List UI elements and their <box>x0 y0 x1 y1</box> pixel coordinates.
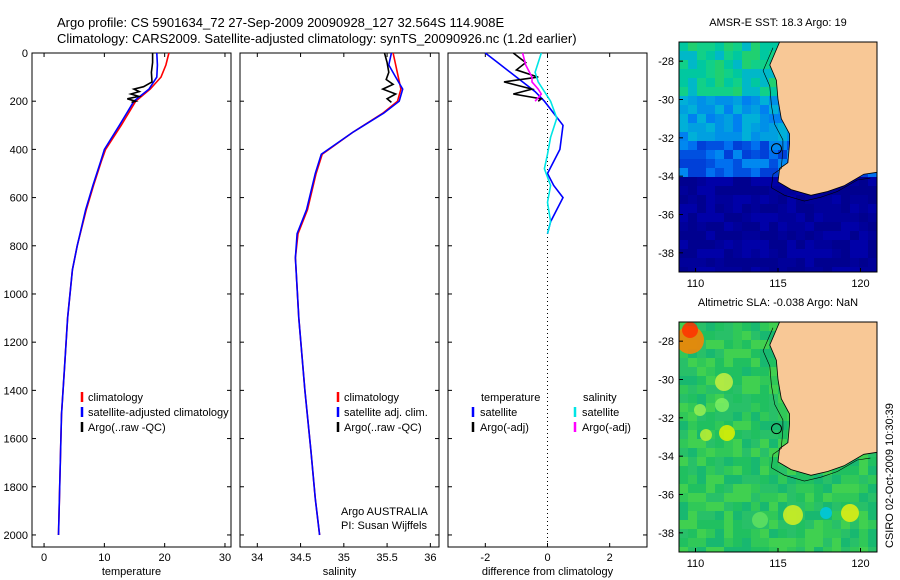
y-tick-label: -34 <box>658 451 674 463</box>
y-tick-label: 1800 <box>4 482 28 494</box>
x-tick-label: 120 <box>851 278 869 290</box>
series-line-argo-raw-qc- <box>380 52 398 104</box>
x-tick-label: 115 <box>769 278 787 290</box>
y-tick-label: 1000 <box>4 289 28 301</box>
x-tick-label: 110 <box>687 278 705 290</box>
y-tick-label: -36 <box>658 210 674 222</box>
legend-label: satellite <box>480 407 517 419</box>
legend-label: Argo(..raw -QC) <box>344 422 422 434</box>
legend-label: climatology <box>88 392 144 404</box>
y-tick-label: -28 <box>658 336 674 348</box>
x-tick-label: 2 <box>607 552 613 564</box>
sst-map-panel: AMSR-E SST: 18.3 Argo: 19 110 115 120 -28 -30… <box>658 17 878 290</box>
annotation-text: PI: Susan Wijffels <box>341 520 427 532</box>
x-axis-label: difference from climatology <box>482 566 614 578</box>
argo-float-marker <box>770 423 782 435</box>
difference-panel: -2 0 2 difference from climatology temperatu… <box>447 52 648 578</box>
x-tick-label: 36 <box>424 552 436 564</box>
series-line-temperature-satellite <box>484 52 564 234</box>
legend-header-temperature: temperature <box>481 392 540 404</box>
legend-label: satellite adj. clim. <box>344 407 428 419</box>
legend-label: Argo(..raw -QC) <box>88 422 166 434</box>
y-tick-label: -36 <box>658 490 674 502</box>
y-tick-label: -28 <box>658 56 674 68</box>
land-mass <box>769 322 877 476</box>
bathymetry-contour <box>762 47 871 202</box>
legend-label: Argo(-adj) <box>480 422 529 434</box>
title-line-2: Climatology: CARS2009. Satellite-adjuste… <box>57 31 577 46</box>
map-title: Altimetric SLA: -0.038 Argo: NaN <box>698 297 858 309</box>
x-axis-label: salinity <box>323 566 357 578</box>
legend-label: satellite-adjusted climatology <box>88 407 229 419</box>
x-tick-label: 34.5 <box>290 552 311 564</box>
legend-label: satellite <box>582 407 619 419</box>
y-tick-label: -32 <box>658 413 674 425</box>
y-tick-label: -34 <box>658 171 674 183</box>
coastline <box>769 322 877 476</box>
title-line-1: Argo profile: CS 5901634_72 27-Sep-2009 … <box>57 15 505 30</box>
x-axis-label: temperature <box>102 566 161 578</box>
series-line-argo-raw-qc- <box>127 53 154 104</box>
series-line-climatology <box>57 52 170 536</box>
y-tick-label: 600 <box>10 193 28 205</box>
annotation-text: Argo AUSTRALIA <box>341 506 428 518</box>
x-tick-label: -2 <box>480 552 490 564</box>
land-mass <box>769 42 877 196</box>
x-tick-label: 34 <box>251 552 263 564</box>
x-tick-label: 30 <box>219 552 231 564</box>
y-tick-label: -38 <box>658 528 674 540</box>
bathymetry-contour <box>762 327 871 482</box>
y-tick-label: 200 <box>10 96 28 108</box>
legend-header-salinity: salinity <box>583 392 617 404</box>
x-tick-label: 0 <box>544 552 550 564</box>
map-field <box>679 42 877 272</box>
x-tick-label: 0 <box>41 552 47 564</box>
x-tick-label: 35 <box>338 552 350 564</box>
y-tick-label: 1600 <box>4 434 28 446</box>
y-tick-label: 1200 <box>4 337 28 349</box>
series-line-satellite-adjusted-climatology <box>57 52 159 536</box>
coastline <box>769 42 877 196</box>
x-tick-label: 10 <box>98 552 110 564</box>
plot-frame <box>447 52 648 548</box>
series-line-temperature-argo-adj- <box>503 52 544 102</box>
x-tick-label: 115 <box>769 558 787 570</box>
x-tick-label: 20 <box>159 552 171 564</box>
y-tick-label: -38 <box>658 248 674 260</box>
salinity-panel: 34 34.5 35 35.5 36 salinity climatology satelli… <box>239 52 440 578</box>
y-tick-label: -32 <box>658 133 674 145</box>
map-title: AMSR-E SST: 18.3 Argo: 19 <box>709 17 847 29</box>
y-tick-label: 800 <box>10 241 28 253</box>
y-tick-label: 2000 <box>4 530 28 542</box>
footer-timestamp: CSIRO 02-Oct-2009 10:30:39 <box>884 403 896 548</box>
y-tick-label: 400 <box>10 144 28 156</box>
temperature-panel: 0 10 20 30 0 200 400 600 800 1000 1200 1400 1600 1800… <box>4 48 232 578</box>
argo-float-marker <box>770 143 782 155</box>
y-tick-label: -30 <box>658 375 674 387</box>
plot-frame <box>31 52 232 548</box>
x-tick-label: 120 <box>851 558 869 570</box>
x-tick-label: 35.5 <box>376 552 397 564</box>
legend-label: climatology <box>344 392 400 404</box>
y-tick-label: 1400 <box>4 385 28 397</box>
y-tick-label: -30 <box>658 95 674 107</box>
x-tick-label: 110 <box>687 558 705 570</box>
series-line-salinity-argo-adj- <box>521 52 543 102</box>
series-line-salinity-satellite <box>534 52 558 234</box>
series-line-satellite-adj-clim- <box>294 52 404 536</box>
plot-frame <box>239 52 440 548</box>
map-field <box>679 322 877 552</box>
y-tick-label: 0 <box>22 48 28 60</box>
sla-map-panel: Altimetric SLA: -0.038 Argo: NaN 110 115 12… <box>658 297 878 570</box>
legend-label: Argo(-adj) <box>582 422 631 434</box>
